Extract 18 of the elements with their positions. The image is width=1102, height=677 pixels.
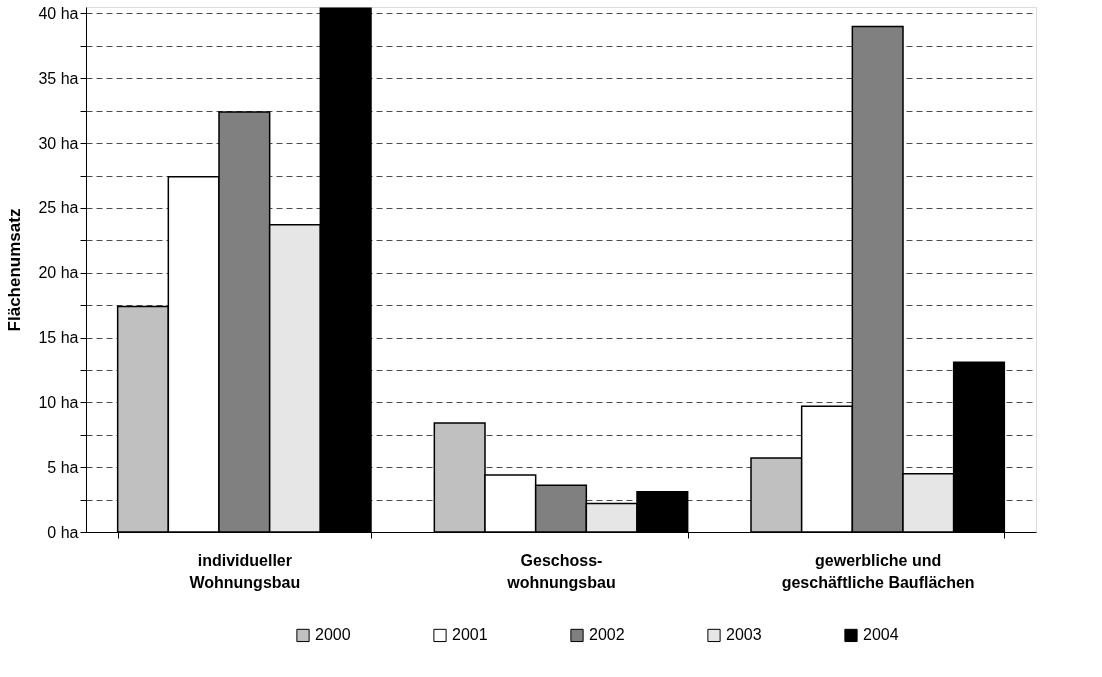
y-tick-label: 25 ha	[38, 199, 79, 217]
x-tick-label: Geschoss- wohnungsbau	[506, 551, 616, 591]
legend-label: 2001	[452, 626, 488, 644]
legend-label: 2004	[863, 626, 899, 644]
legend-label: 2003	[726, 626, 762, 644]
y-tick-label: 0 ha	[47, 523, 79, 541]
legend-label: 2000	[315, 626, 351, 644]
y-tick-label: 40 ha	[38, 4, 79, 22]
x-tick-label: gewerbliche und geschäftliche Bauflächen	[781, 551, 975, 591]
y-tick-label: 35 ha	[38, 69, 79, 87]
legend-label: 2002	[589, 626, 625, 644]
y-tick-label: 10 ha	[38, 393, 79, 411]
y-tick-label: 30 ha	[38, 134, 79, 152]
y-axis-title: Flächenumsatz	[5, 208, 25, 332]
x-tick-label: individueller Wohnungsbau	[189, 551, 301, 591]
y-tick-label: 20 ha	[38, 264, 79, 282]
y-tick-label: 5 ha	[47, 458, 79, 476]
y-tick-label: 15 ha	[38, 329, 79, 347]
